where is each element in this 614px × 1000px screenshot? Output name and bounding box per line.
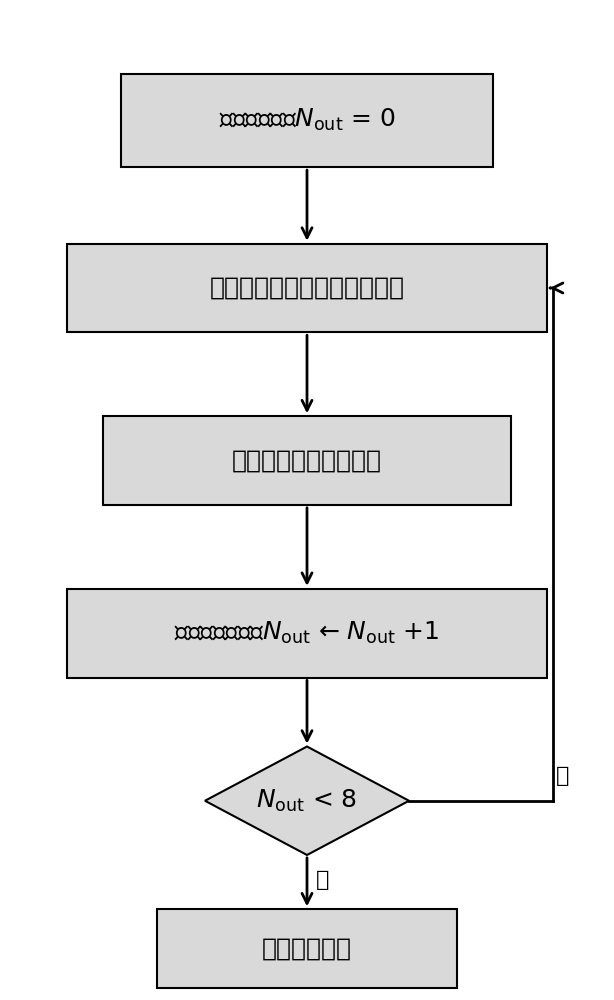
Text: 是: 是 <box>556 766 569 786</box>
Text: $N_{\mathrm{out}}$ < 8: $N_{\mathrm{out}}$ < 8 <box>257 788 357 814</box>
FancyBboxPatch shape <box>67 589 547 678</box>
FancyBboxPatch shape <box>121 74 493 167</box>
Text: 更新迭代次数：$N_{\mathrm{out}}$ ← $N_{\mathrm{out}}$ +1: 更新迭代次数：$N_{\mathrm{out}}$ ← $N_{\mathrm{… <box>174 620 440 646</box>
FancyBboxPatch shape <box>157 909 457 988</box>
Polygon shape <box>205 747 409 855</box>
Text: 参数初始化：$N_{\mathrm{out}}$ = 0: 参数初始化：$N_{\mathrm{out}}$ = 0 <box>219 107 395 133</box>
Text: 否: 否 <box>316 870 329 890</box>
Text: 输出最终光流: 输出最终光流 <box>262 937 352 961</box>
FancyBboxPatch shape <box>103 416 511 505</box>
FancyBboxPatch shape <box>67 244 547 332</box>
Text: 更新光流向量、光流偏移向量: 更新光流向量、光流偏移向量 <box>209 276 405 300</box>
Text: 计算最佳光流偏移向量: 计算最佳光流偏移向量 <box>232 449 382 473</box>
